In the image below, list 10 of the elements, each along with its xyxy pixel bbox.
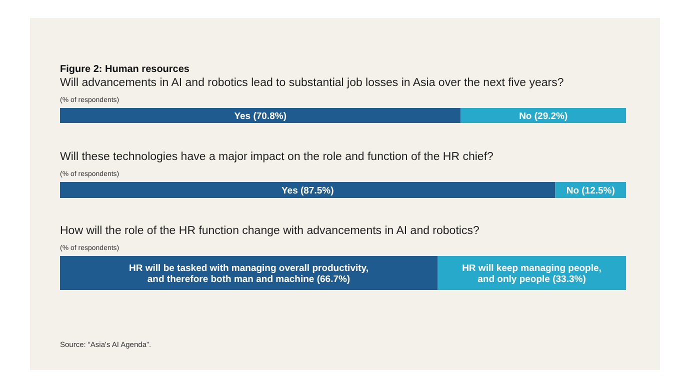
- chart-title: How will the role of the HR function change with advancements in AI and robotics?: [60, 225, 480, 237]
- data-label: No (12.5%): [566, 186, 615, 196]
- data-label: Yes (70.8%): [234, 111, 287, 122]
- caption: Figure 2: Human resources: [60, 64, 190, 75]
- data-label: Yes (87.5%): [281, 186, 334, 196]
- data-label: No (29.2%): [519, 111, 568, 122]
- chart-title: Will these technologies have a major impact on the role and function of the HR chief?: [60, 151, 494, 163]
- data-label: HR will be tasked with managing overall productivity, and therefore both man and machine (66.7%): [129, 263, 369, 285]
- data-label: HR will keep managing people, and only people (33.3%): [462, 263, 602, 285]
- chart-title: Will advancements in AI and robotics lead to substantial job losses in Asia over the next five years?: [60, 77, 564, 89]
